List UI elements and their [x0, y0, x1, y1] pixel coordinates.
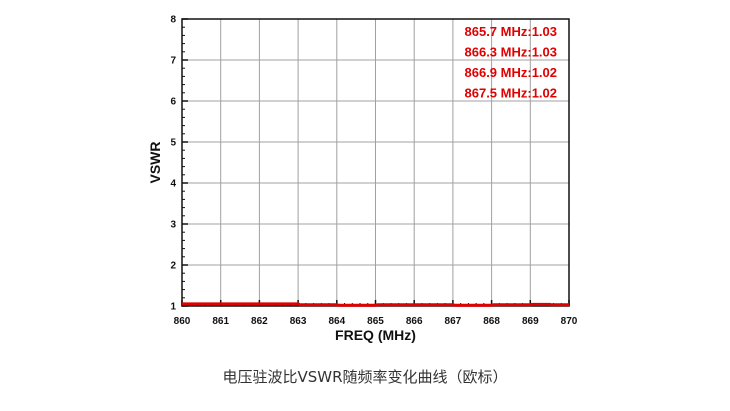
x-tick-label: 861: [212, 316, 229, 327]
marker-annotation: 866.3 MHz:1.03: [465, 45, 558, 60]
x-tick-label: 862: [251, 316, 268, 327]
x-tick-label: 869: [522, 316, 539, 327]
x-tick-label: 860: [174, 316, 191, 327]
x-tick-label: 865: [367, 316, 384, 327]
marker-annotation: 865.7 MHz:1.03: [465, 24, 558, 39]
marker-annotation: 867.5 MHz:1.02: [465, 86, 558, 101]
x-tick-label: 867: [445, 316, 462, 327]
x-tick-label: 868: [483, 316, 500, 327]
x-tick-label: 870: [561, 316, 578, 327]
y-tick-label: 7: [170, 56, 176, 67]
x-axis-title: FREQ (MHz): [335, 327, 416, 343]
vswr-chart-svg: 1 2 3 4 5 6 7 8 860 861 862 863 864 865 866 867 868 869 87…: [147, 15, 578, 344]
y-tick-label: 1: [170, 302, 176, 313]
chart-caption: 电压驻波比VSWR随频率变化曲线（欧标）: [222, 368, 508, 386]
y-tick-label: 5: [170, 138, 176, 149]
y-tick-label: 2: [170, 261, 176, 272]
y-tick-label: 8: [170, 15, 176, 26]
y-tick-label: 6: [170, 97, 176, 108]
y-tick-label: 4: [170, 179, 176, 190]
vswr-series-line: [182, 302, 569, 307]
x-tick-label: 864: [328, 316, 345, 327]
y-axis-title: VSWR: [147, 142, 163, 184]
y-tick-label: 3: [170, 220, 176, 231]
x-tick-label: 863: [290, 316, 307, 327]
vswr-chart: 1 2 3 4 5 6 7 8 860 861 862 863 864 865 866 867 868 869 87…: [147, 15, 578, 344]
marker-annotation: 866.9 MHz:1.02: [465, 65, 558, 80]
x-tick-label: 866: [406, 316, 423, 327]
